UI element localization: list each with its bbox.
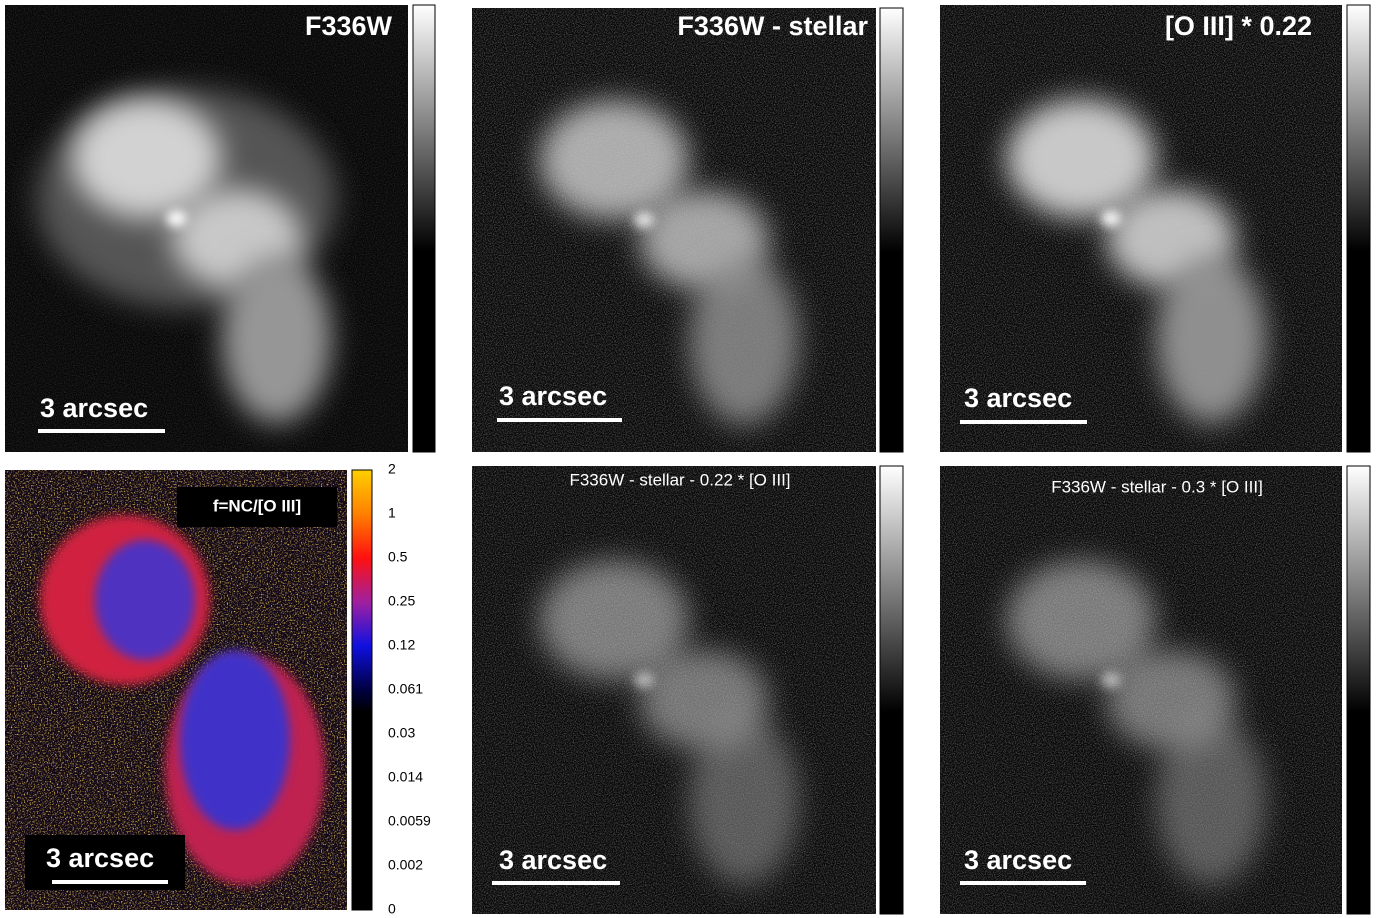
knot: [634, 672, 654, 688]
scale-bar-label: 3 arcsec: [499, 381, 607, 411]
colorbar-tick-label: 0.12: [388, 637, 415, 653]
scale-bar-label: 3 arcsec: [40, 393, 148, 423]
label-box: [177, 487, 337, 527]
colorbar-tick-label: 1: [388, 505, 396, 521]
panel: F336W - stellar - 0.3 * [O III] 3 arcsec: [940, 465, 1371, 915]
image: [472, 8, 876, 452]
image: [5, 5, 408, 452]
lobe: [221, 253, 332, 424]
lobe: [1156, 715, 1266, 885]
scale-bar-label: 3 arcsec: [964, 383, 1072, 413]
knot: [166, 210, 187, 227]
colorbar-tick-label: 0.03: [388, 725, 415, 741]
panel-title: F336W - stellar: [677, 11, 868, 41]
panel: F336W - stellar - 0.22 * [O III] 3 arcsec: [472, 465, 904, 915]
lobe: [689, 715, 799, 885]
panel: F336W - stellar 3 arcsec: [472, 7, 904, 453]
lobe: [539, 100, 689, 220]
colorbar-tick-label: 2: [388, 461, 396, 477]
colorbar-tick-label: 0.061: [388, 681, 423, 697]
colorbar: [879, 465, 904, 915]
colorbar-tick-label: 0.002: [388, 857, 423, 873]
scale-bar-label: 3 arcsec: [46, 843, 154, 873]
colorbar: [1346, 4, 1371, 453]
colorbar-tick-label: 0.25: [388, 593, 415, 609]
panel-title: F336W - stellar - 0.3 * [O III]: [1051, 477, 1263, 496]
image: [940, 466, 1342, 914]
lobe: [1006, 98, 1156, 219]
panel-title: [O III] * 0.22: [1165, 11, 1312, 41]
colorbar-tick-label: 0.0059: [388, 813, 431, 829]
knot: [634, 212, 654, 228]
panel: [O III] * 0.22 3 arcsec: [940, 4, 1371, 453]
panel-title: F336W - stellar - 0.22 * [O III]: [569, 470, 790, 489]
lobe: [1006, 560, 1156, 680]
panel: F336W 3 arcsec: [5, 4, 436, 453]
colorbar: [412, 4, 436, 453]
scale-bar-label: 3 arcsec: [499, 845, 607, 875]
lobe: [689, 255, 799, 425]
image: [940, 5, 1342, 452]
lobe: [539, 560, 689, 680]
lobe: [71, 98, 222, 219]
colorbar-tick-label: 0.014: [388, 769, 423, 785]
panel-title: F336W: [305, 11, 393, 41]
colorbar-tick-label: 0: [388, 901, 396, 917]
panel: f=NC/[O III] 3 arcsec 2 1 0.5 0.25 0.12 0.061 0.…: [5, 461, 431, 917]
colorbar: [351, 469, 373, 911]
colorbar: [1346, 465, 1371, 915]
lobe: [95, 540, 195, 660]
colorbar-tick-label: 0.5: [388, 549, 408, 565]
panel-title: f=NC/[O III]: [213, 496, 301, 515]
scale-bar-label: 3 arcsec: [964, 845, 1072, 875]
lobe: [180, 650, 290, 830]
knot: [1101, 672, 1121, 688]
image: [472, 466, 876, 914]
colorbar: [879, 7, 904, 453]
knot: [1101, 210, 1121, 227]
lobe: [1156, 253, 1266, 424]
